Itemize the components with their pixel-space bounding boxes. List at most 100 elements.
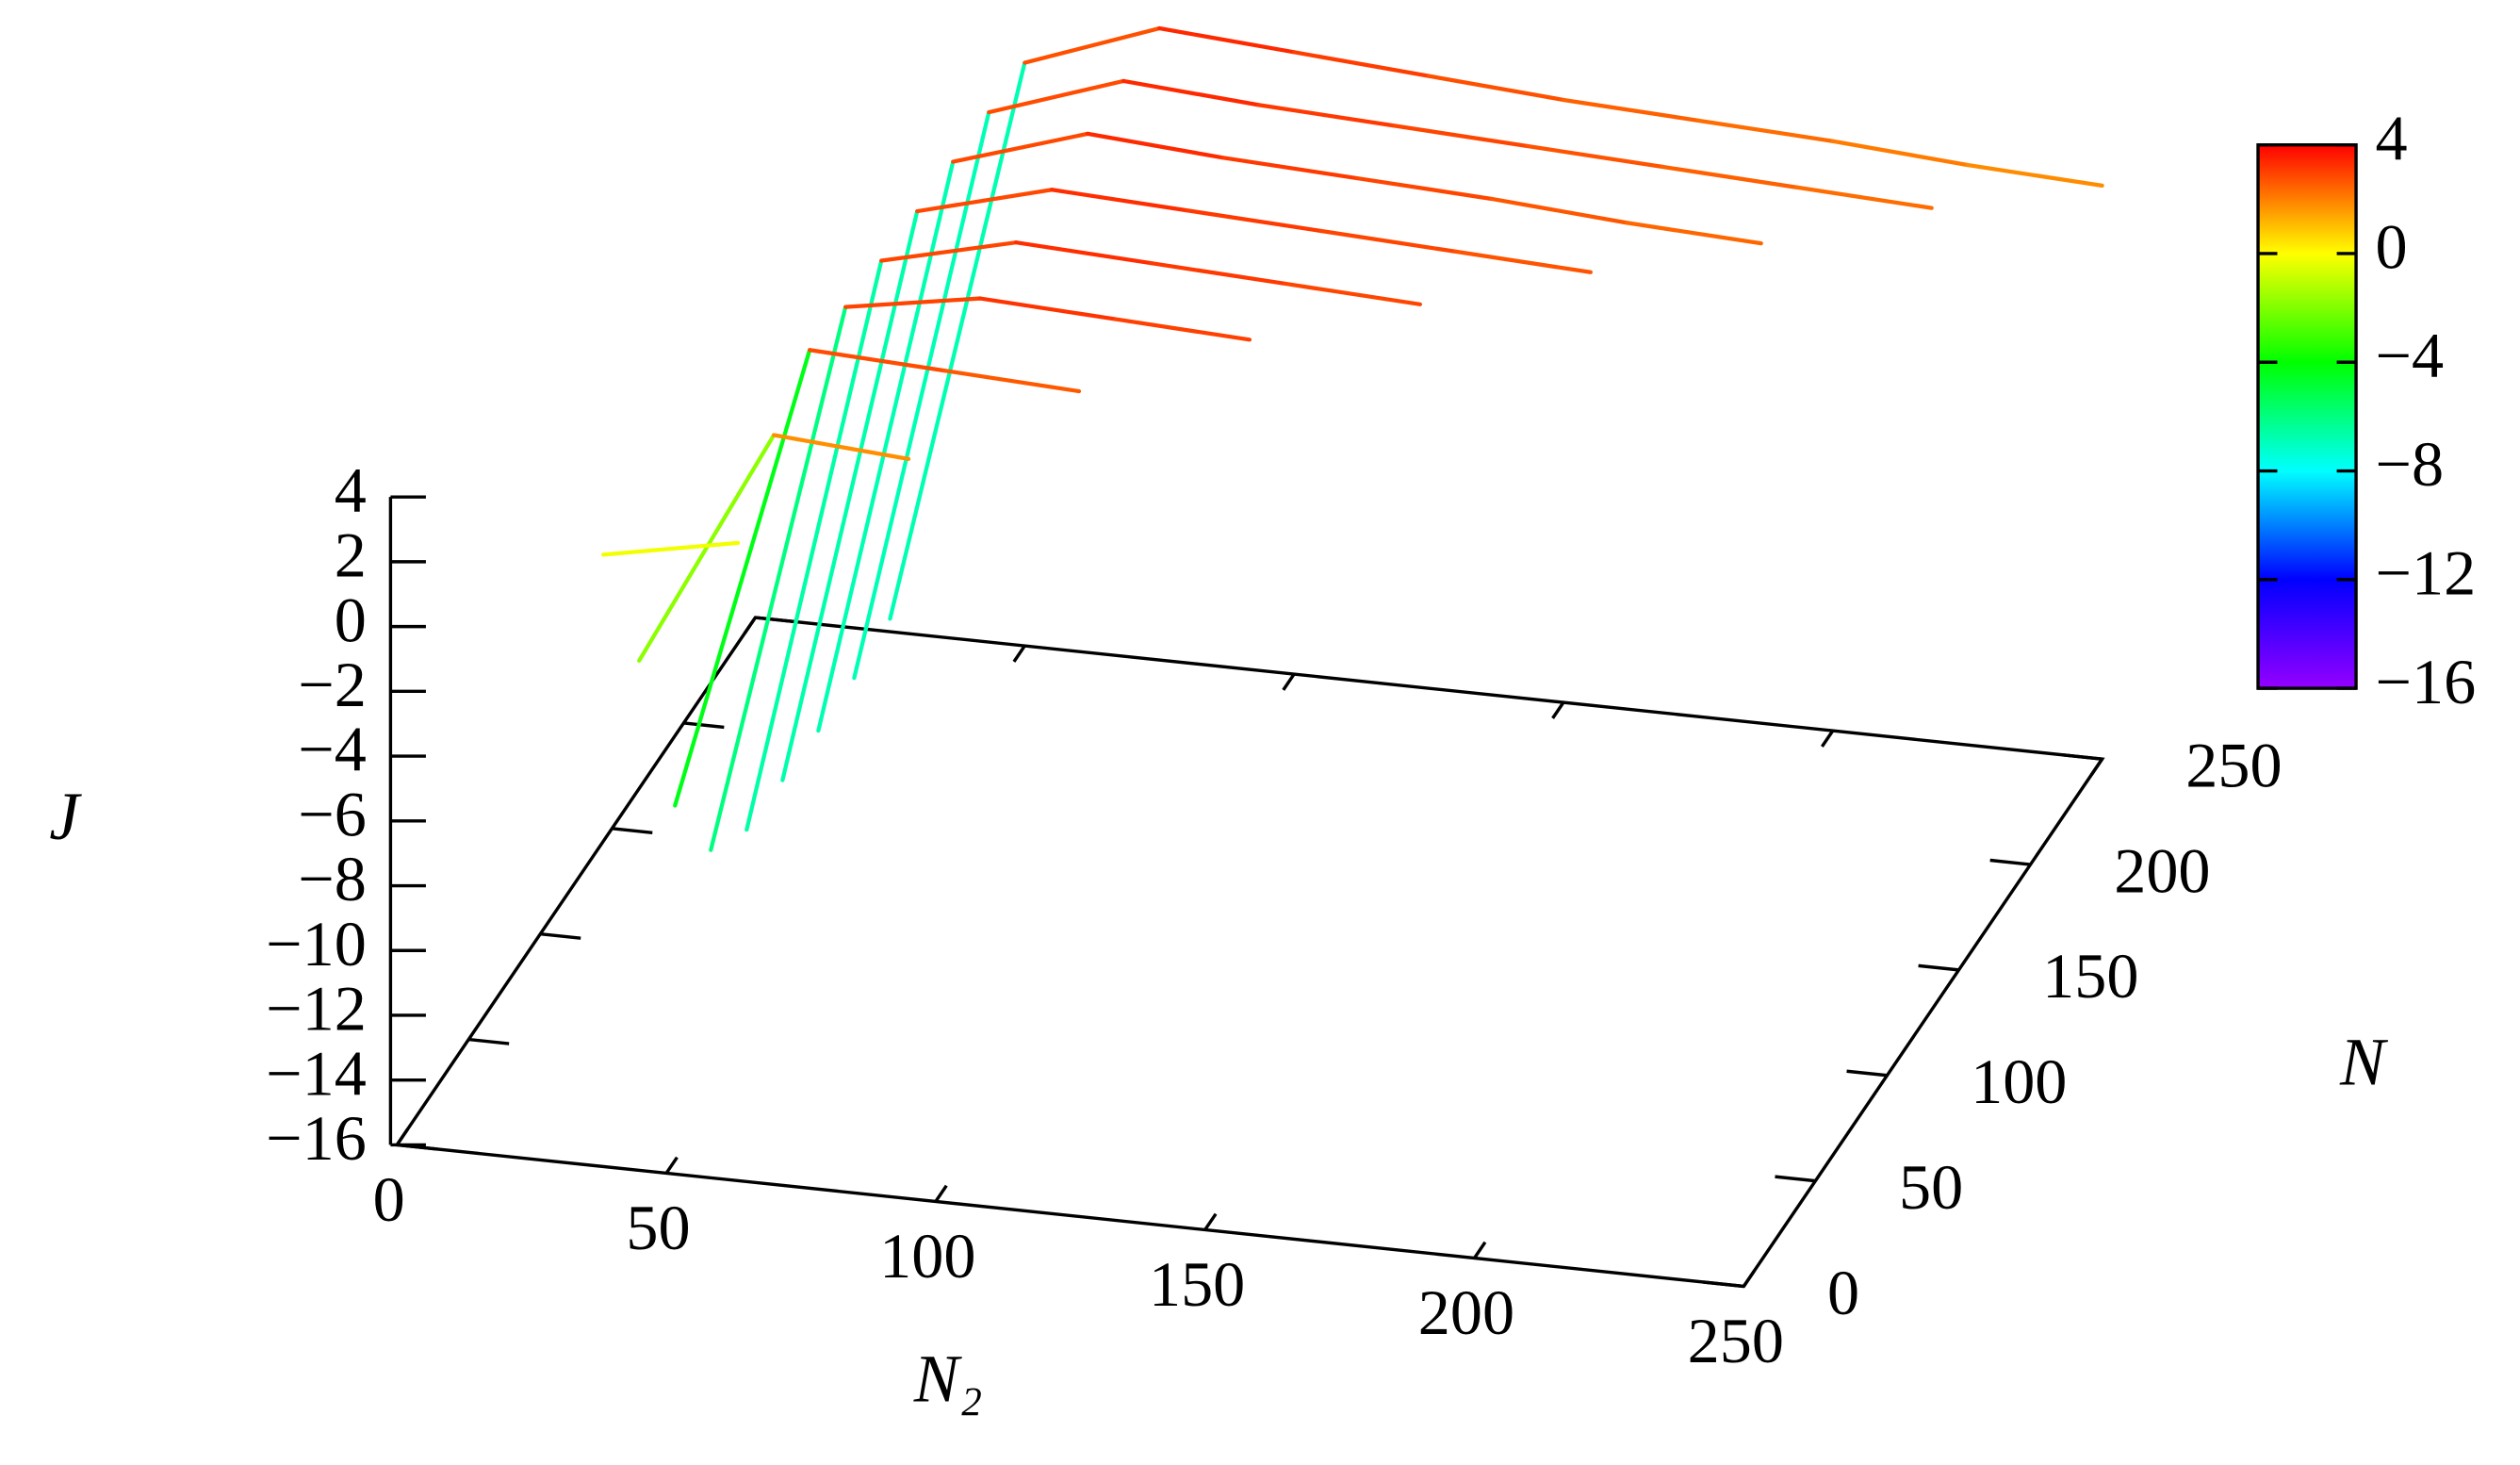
- curve-segment: [780, 208, 920, 782]
- y-tick-label: 150: [2042, 940, 2138, 1012]
- x-tick-label: 0: [373, 1163, 405, 1235]
- base-frame: [394, 616, 2105, 1289]
- y-tick: [468, 1037, 510, 1045]
- curve-segment: [987, 78, 1126, 115]
- y-tick-label: 250: [2185, 729, 2282, 800]
- x-tick-label: 150: [1149, 1248, 1245, 1320]
- curve-segment: [1489, 196, 1628, 225]
- y-tick: [1775, 1175, 1816, 1183]
- colorbar-tick-label: −4: [2376, 320, 2445, 391]
- curve-segment: [637, 433, 777, 663]
- x-tick: [1203, 1212, 1218, 1231]
- y-tick-label: 200: [2114, 834, 2210, 906]
- y-tick: [2061, 752, 2103, 761]
- colorbar-tick-label: 0: [2376, 211, 2408, 283]
- colorbar: [2256, 142, 2358, 690]
- curve-segment: [1184, 208, 1324, 234]
- y-tick-label: 100: [1971, 1045, 2067, 1117]
- curve-segment: [1660, 164, 1799, 189]
- curve-segment: [1086, 131, 1225, 160]
- x-tick: [1551, 701, 1565, 719]
- curve-segment: [1219, 156, 1360, 181]
- x-tick: [664, 1156, 679, 1175]
- x-tick-label: 50: [626, 1192, 690, 1263]
- z-tick-label: −4: [298, 714, 367, 785]
- curve-segment: [888, 60, 1027, 621]
- curve-segment: [709, 305, 848, 852]
- z-tick-label: −14: [266, 1037, 367, 1109]
- x-tick: [1473, 1241, 1487, 1259]
- colorbar-tick-label: 4: [2376, 102, 2408, 173]
- y-tick: [755, 616, 796, 624]
- y-axis-label: N: [2339, 1026, 2389, 1100]
- curve-segment: [1255, 103, 1396, 128]
- curve-segment: [1830, 139, 1970, 168]
- x-tick-label: 250: [1688, 1305, 1784, 1376]
- x-tick: [1282, 673, 1296, 691]
- z-tick-label: 4: [335, 454, 367, 526]
- y-tick: [1989, 858, 2031, 866]
- curve-segment: [1283, 281, 1422, 306]
- curve-segment: [1453, 249, 1593, 274]
- curve-segment: [1023, 25, 1162, 65]
- curve-segment: [1624, 221, 1763, 246]
- curve-segment: [977, 296, 1118, 321]
- curve-segment: [1292, 50, 1432, 78]
- curve-segment: [1561, 97, 1701, 123]
- y-tick: [540, 931, 581, 940]
- x-tick: [1820, 730, 1835, 748]
- z-tick-label: −16: [266, 1102, 367, 1174]
- curve-segment: [673, 348, 812, 808]
- curve-segment: [1121, 78, 1261, 107]
- curve-segment: [808, 348, 947, 373]
- z-axis-label: J: [49, 780, 82, 854]
- z-tick-label: 0: [335, 584, 367, 655]
- x-tick: [934, 1184, 948, 1203]
- curve-segment: [1050, 188, 1189, 213]
- x-tick: [2089, 758, 2104, 776]
- curve-segment: [816, 159, 956, 733]
- x-tick-label: 100: [879, 1220, 975, 1292]
- curve-segment: [1354, 175, 1495, 202]
- curve-segment: [1013, 240, 1154, 266]
- curve-segment: [915, 188, 1055, 214]
- y-tick-label: 50: [1899, 1151, 1963, 1223]
- x-tick: [395, 1128, 410, 1146]
- x-tick: [1012, 645, 1026, 663]
- curve-segment: [1695, 118, 1835, 143]
- z-tick-label: −6: [298, 778, 367, 849]
- curve-segment: [1318, 228, 1459, 255]
- y-tick: [612, 827, 653, 835]
- curve-segment: [1112, 317, 1252, 342]
- y-tick: [1918, 963, 1959, 972]
- z-tick-label: −2: [298, 649, 367, 720]
- colorbar-tick-label: −12: [2376, 536, 2477, 608]
- curve-segment: [1965, 162, 2104, 189]
- curve-segment: [771, 433, 911, 461]
- curve-segment: [1157, 25, 1297, 55]
- y-tick: [1703, 1280, 1744, 1289]
- curve-segment: [951, 131, 1090, 164]
- x-tick: [743, 617, 757, 634]
- x-tick: [1742, 1269, 1757, 1288]
- z-tick-label: 2: [335, 519, 367, 591]
- x-axis-label: N₂: [913, 1342, 983, 1417]
- colorbar-tick-label: −8: [2376, 428, 2445, 500]
- curve-segment: [601, 540, 741, 557]
- curve-segment: [843, 296, 983, 309]
- y-tick-label: 0: [1827, 1257, 1859, 1328]
- z-tick-label: −10: [266, 908, 367, 979]
- y-tick: [1846, 1069, 1888, 1078]
- x-tick-label: 200: [1418, 1276, 1514, 1348]
- curve-segment: [1794, 185, 1934, 210]
- curve-segment: [941, 368, 1082, 394]
- curve-segment: [1426, 74, 1566, 103]
- curve-segment: [879, 240, 1019, 263]
- y-tick: [683, 721, 725, 730]
- curve-segment: [1390, 123, 1530, 149]
- colorbar-tick-label: −16: [2376, 646, 2477, 717]
- curve-segment: [1148, 260, 1288, 287]
- z-tick-label: −8: [298, 843, 367, 914]
- z-tick-label: −12: [266, 973, 367, 1045]
